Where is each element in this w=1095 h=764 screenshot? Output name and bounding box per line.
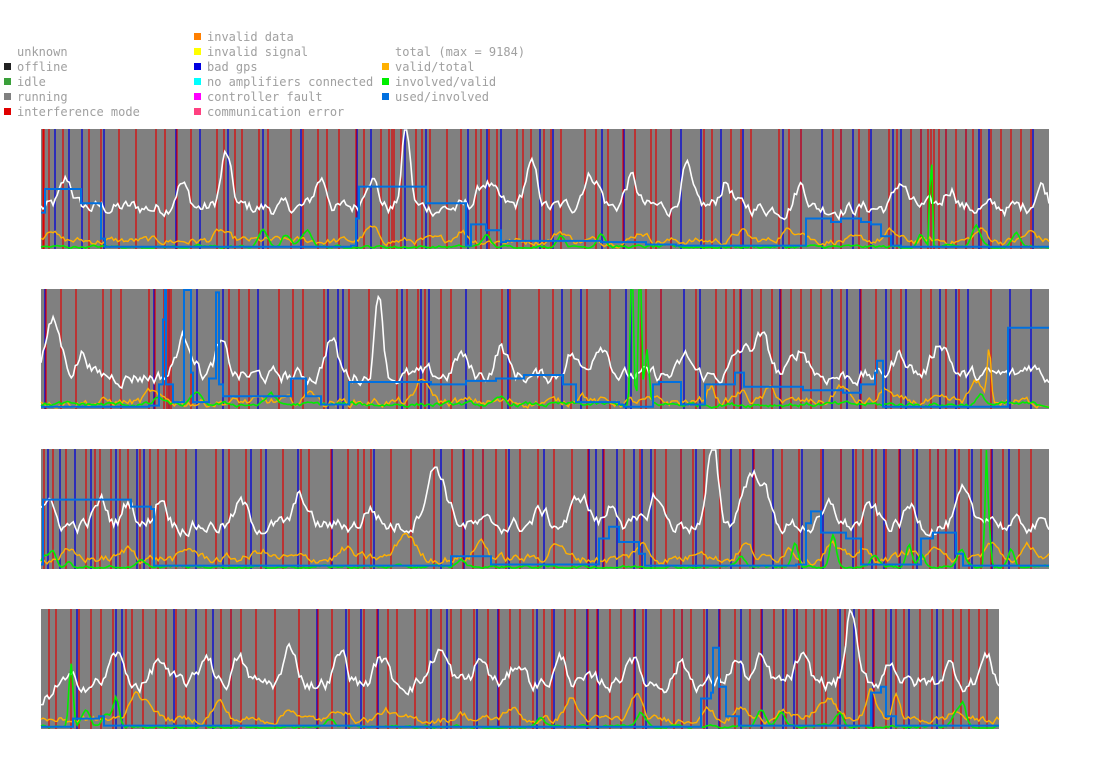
series-total-line — [40, 449, 1050, 538]
legend-item-controller-fault: controller fault — [194, 90, 323, 104]
legend-label: total (max = 9184) — [395, 45, 526, 59]
legend-item-running: running — [4, 90, 68, 104]
legend-item-bad-gps: bad gps — [194, 60, 258, 74]
legend-item-offline: offline — [4, 60, 68, 74]
legend-swatch — [4, 108, 11, 115]
legend-label: bad gps — [207, 60, 258, 74]
legend-item-total: total (max = 9184) — [382, 45, 525, 59]
legend-label: involved/valid — [395, 75, 497, 89]
series-used-involved-line — [41, 185, 1049, 248]
legend-label: offline — [17, 60, 68, 74]
chart-panel-2 — [40, 289, 1050, 410]
legend-swatch — [194, 93, 201, 100]
legend-swatch — [194, 48, 201, 55]
legend-label: invalid data — [207, 30, 294, 44]
series-used-involved-line — [41, 289, 1049, 408]
legend-label: communication error — [207, 105, 345, 119]
series-valid-total-line — [40, 532, 1050, 566]
chart-panel-1 — [40, 129, 1050, 249]
legend-swatch — [382, 78, 389, 85]
legend-swatch — [382, 63, 389, 70]
legend-item-used-involved: used/involved — [382, 90, 489, 104]
series-involved-valid-line — [40, 289, 1050, 409]
series-valid-total-line — [40, 688, 1000, 727]
chart-panel-4 — [40, 607, 1000, 729]
legend-item-no-amplifiers-connected: no amplifiers connected — [194, 75, 373, 89]
legend-label: invalid signal — [207, 45, 309, 59]
series-valid-total-line — [40, 349, 1050, 410]
legend-item-unknown: unknown — [4, 45, 68, 59]
series-total-line — [40, 129, 1050, 221]
legend-label: idle — [17, 75, 46, 89]
legend-label: valid/total — [395, 60, 475, 74]
legend-swatch — [194, 78, 201, 85]
chart-panel-3 — [40, 449, 1050, 569]
legend-label: used/involved — [395, 90, 489, 104]
legend-label: controller fault — [207, 90, 323, 104]
legend: unknown offline idle running interferenc… — [0, 0, 1095, 125]
legend-swatch — [382, 93, 389, 100]
legend-swatch — [4, 63, 11, 70]
legend-swatch — [194, 108, 201, 115]
series-used-involved-line — [41, 646, 999, 728]
series-total-line — [40, 294, 1050, 390]
legend-swatch — [194, 63, 201, 70]
legend-label: running — [17, 90, 68, 104]
legend-item-communication-error: communication error — [194, 105, 344, 119]
legend-item-invalid-data: invalid data — [194, 30, 294, 44]
legend-item-invalid-signal: invalid signal — [194, 45, 308, 59]
legend-swatch — [194, 33, 201, 40]
legend-swatch — [4, 78, 11, 85]
series-used-involved-line — [41, 498, 1049, 567]
series-valid-total-line — [40, 225, 1050, 249]
legend-item-idle: idle — [4, 75, 46, 89]
legend-item-involved-valid: involved/valid — [382, 75, 496, 89]
legend-label: unknown — [17, 45, 68, 59]
legend-label: no amplifiers connected — [207, 75, 374, 89]
legend-item-valid-total: valid/total — [382, 60, 474, 74]
legend-item-interference-mode: interference mode — [4, 105, 140, 119]
series-total-line — [40, 607, 1000, 706]
legend-swatch — [4, 93, 11, 100]
legend-label: interference mode — [17, 105, 140, 119]
